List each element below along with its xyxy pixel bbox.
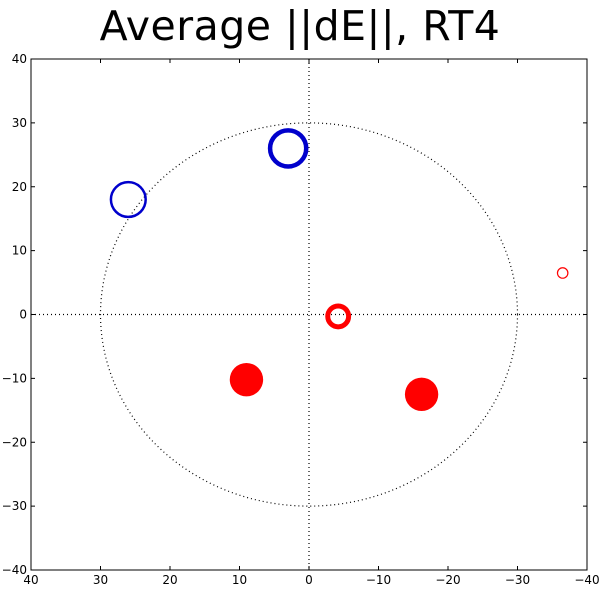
y-tick-label: −10 xyxy=(2,371,27,385)
x-tick-label: 0 xyxy=(305,573,313,587)
points-layer xyxy=(109,128,569,412)
y-tick-label: 20 xyxy=(12,180,27,194)
y-tick-label: 40 xyxy=(12,52,27,66)
data-point-2 xyxy=(325,303,352,330)
reference-layer xyxy=(31,59,587,570)
x-tick-label: 30 xyxy=(93,573,108,587)
y-tick-label: 30 xyxy=(12,116,27,130)
reference-circle xyxy=(99,122,519,507)
data-point-3 xyxy=(229,362,264,397)
y-tick-label: −20 xyxy=(2,435,27,449)
x-tick-label: −30 xyxy=(505,573,530,587)
x-tick-label: −20 xyxy=(435,573,460,587)
y-tick-label: 0 xyxy=(19,308,27,322)
x-tick-label: −40 xyxy=(574,573,599,587)
x-tick-label: 40 xyxy=(23,573,38,587)
tick-labels-layer: 40 30 20 10 0 −10 −20 −30 −40403020100−10−20−30−… xyxy=(2,52,600,587)
x-tick-label: 20 xyxy=(162,573,177,587)
y-tick-label: 10 xyxy=(12,244,27,258)
x-tick-label: 10 xyxy=(232,573,247,587)
y-tick-label: −30 xyxy=(2,499,27,513)
data-point-5 xyxy=(556,267,569,279)
data-point-0 xyxy=(109,180,147,219)
x-tick-label: −10 xyxy=(366,573,391,587)
chart-title: Average ||dE||, RT4 xyxy=(99,2,501,50)
y-tick-label: −40 xyxy=(2,563,27,577)
data-point-1 xyxy=(267,128,309,169)
data-point-4 xyxy=(404,377,439,412)
ticks-layer xyxy=(30,58,588,571)
